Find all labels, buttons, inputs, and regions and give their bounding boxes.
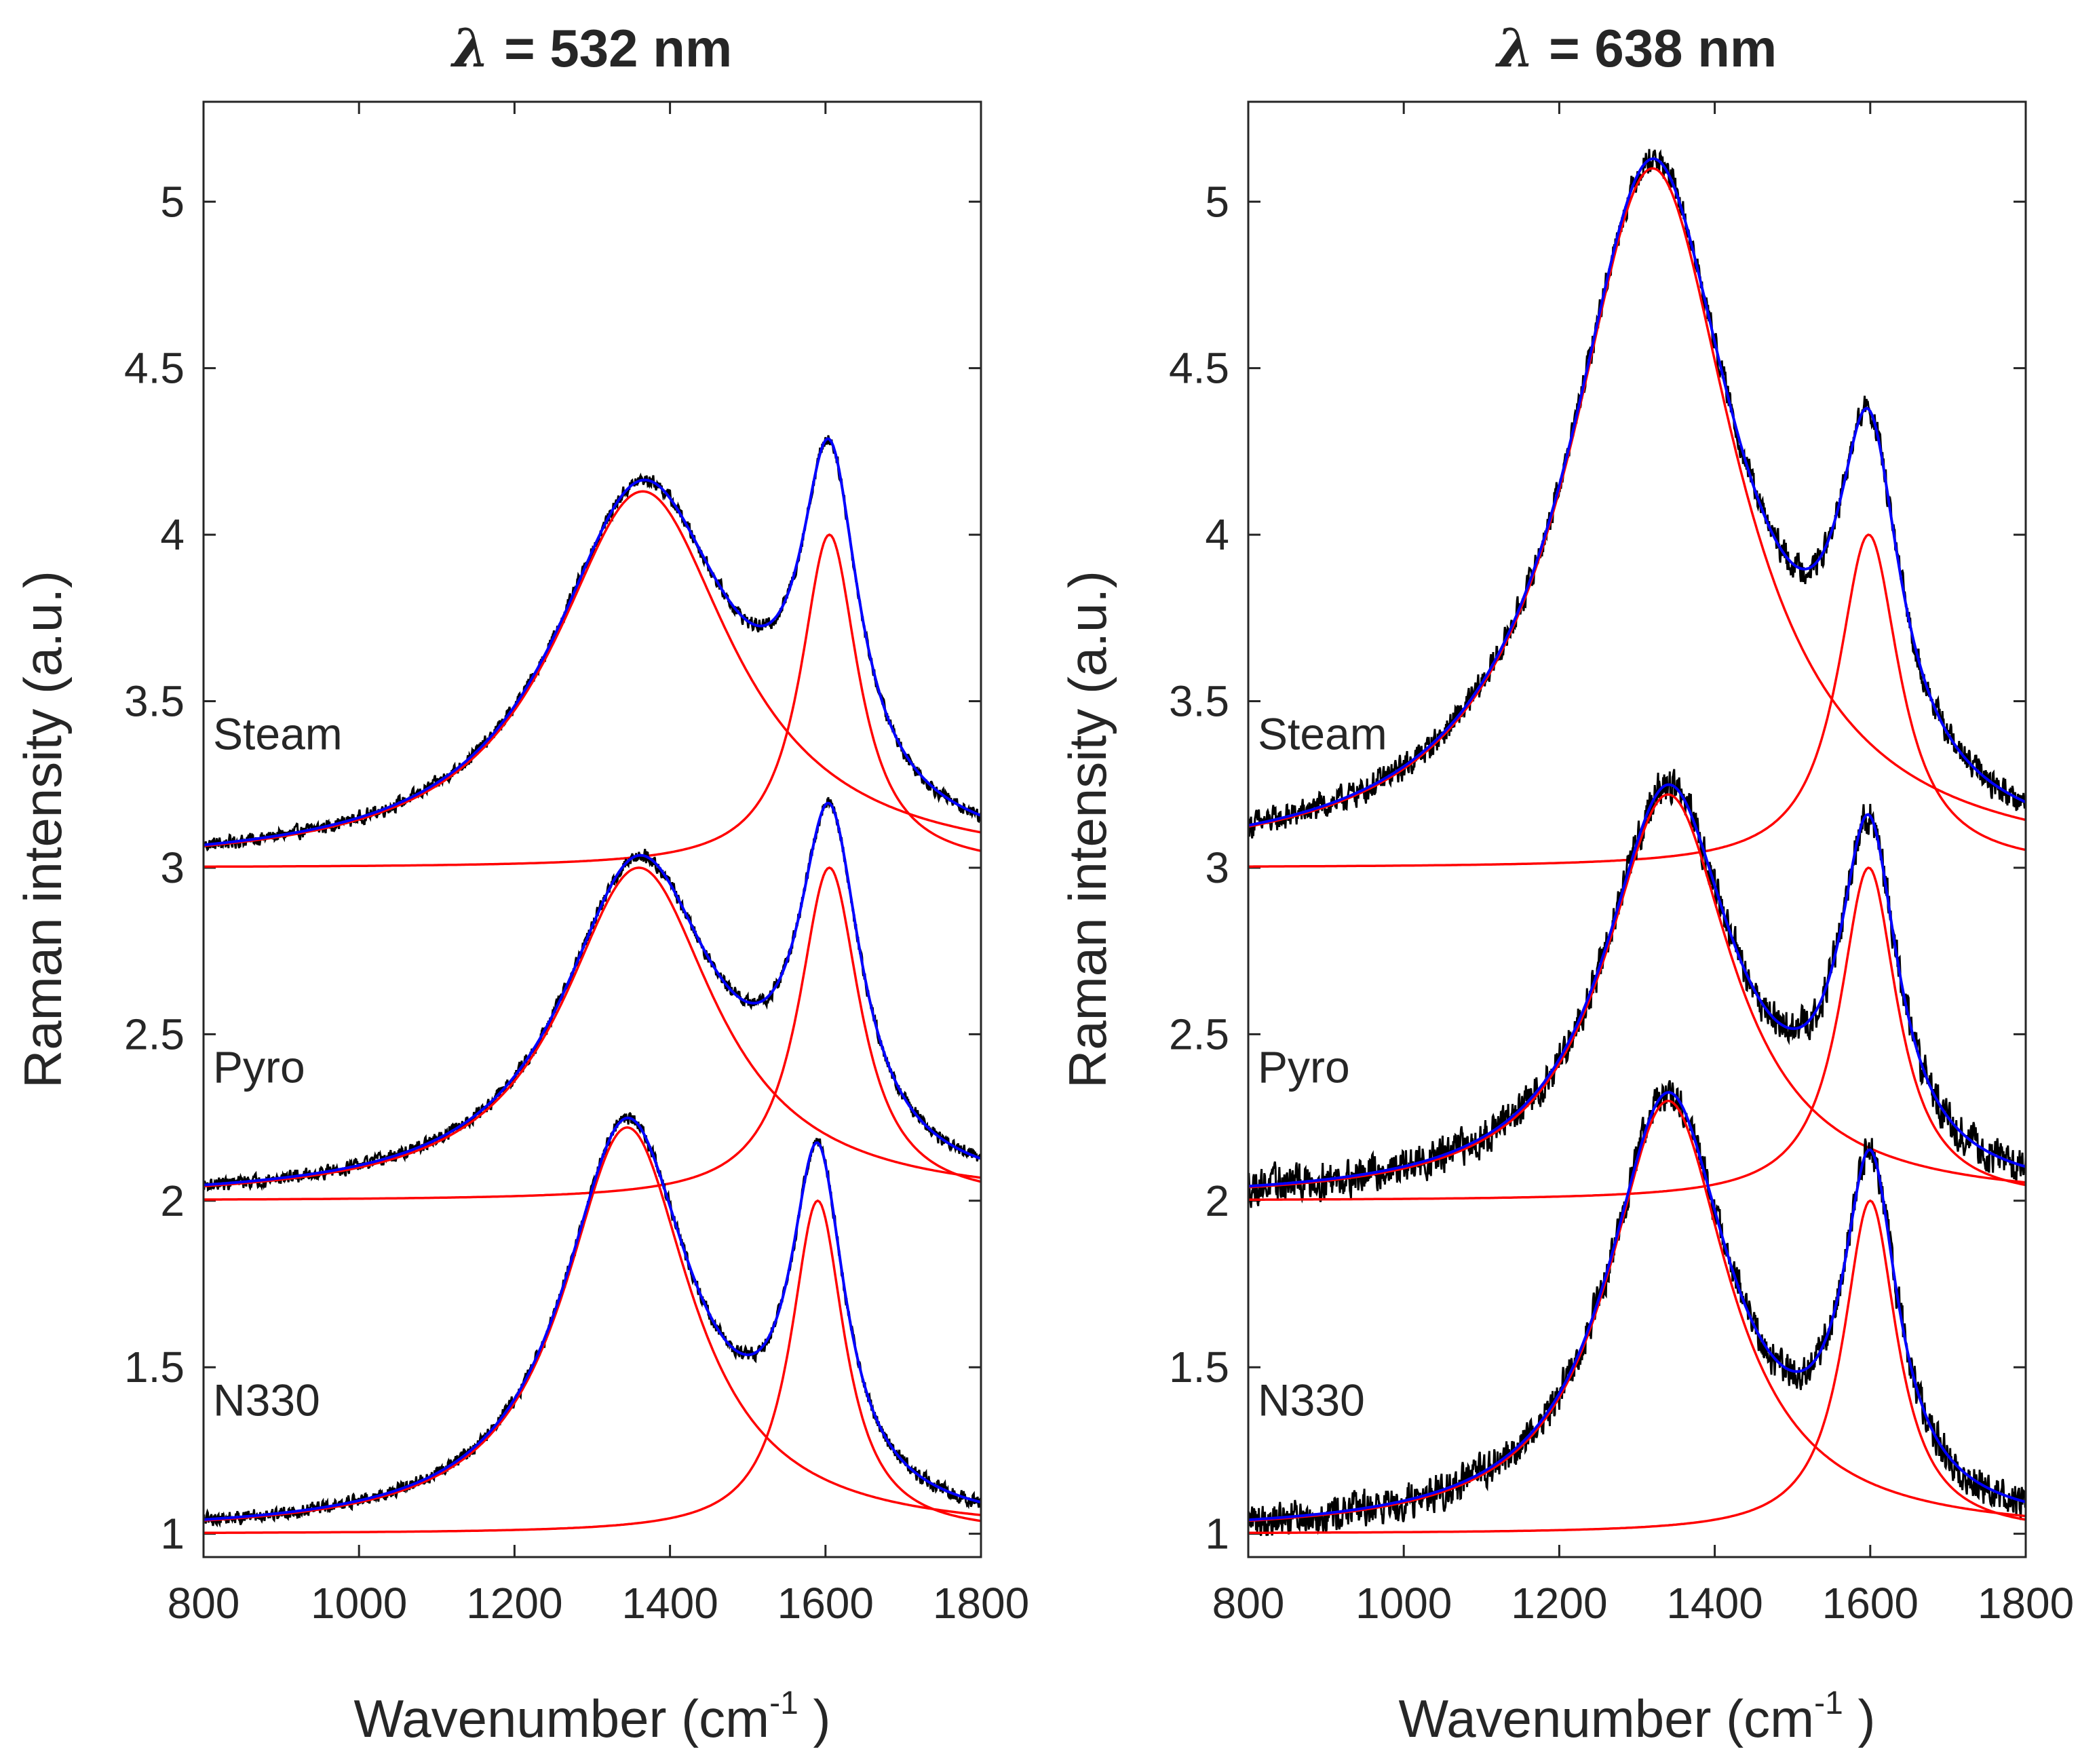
- series-n330-total-fit: [1248, 1091, 2026, 1522]
- series-label-n330: N330: [213, 1375, 320, 1425]
- y-axis-label: Raman intensity (a.u.): [13, 571, 73, 1088]
- axes-box: [202, 100, 982, 1558]
- series-pyro-D-band-fit: [1248, 793, 2026, 1189]
- series-pyro-total-fit: [204, 801, 981, 1187]
- series-steam-D-band-fit: [1248, 167, 2026, 828]
- x-tick-label: 1400: [1666, 1579, 1763, 1628]
- series-pyro-G-band-fit: [1248, 866, 2026, 1201]
- series-pyro-total-fit: [1248, 783, 2026, 1188]
- y-tick-label: 4: [160, 510, 185, 559]
- y-tick-label: 5: [160, 177, 185, 226]
- x-tick-label: 1000: [311, 1579, 407, 1628]
- y-tick-label: 3.5: [1169, 677, 1229, 726]
- y-tick-label: 1: [1205, 1510, 1229, 1558]
- series-pyro-D-band-fit: [204, 866, 981, 1187]
- y-tick-label: 1: [160, 1510, 185, 1558]
- series-label-steam: Steam: [1258, 709, 1387, 759]
- series-n330-total-fit: [204, 1116, 981, 1521]
- y-tick-label: 2.5: [124, 1010, 185, 1058]
- x-tick-label: 1800: [1978, 1579, 2074, 1628]
- series-label-steam: Steam: [213, 709, 343, 759]
- x-tick-label: 1600: [777, 1579, 874, 1628]
- title-wavelength: = 532 nm: [490, 18, 733, 78]
- series-steam-total-fit: [204, 437, 981, 847]
- chart-title: λ = 638 nm: [1495, 18, 1777, 79]
- y-tick-label: 2: [160, 1176, 185, 1225]
- chart-panel-532nm: λ = 532 nm Raman intensity (a.u.) Wavenumb…: [13, 18, 1029, 1748]
- x-axis-label-end: ): [1843, 1689, 1876, 1748]
- series-label-pyro: Pyro: [1258, 1041, 1350, 1092]
- x-tick-label: 1200: [1511, 1579, 1607, 1628]
- x-axis-label: Wavenumber (cm-1 ): [354, 1685, 831, 1748]
- y-tick-label: 5: [1205, 177, 1229, 226]
- series-n330-G-band-fit: [1248, 1199, 2026, 1535]
- y-tick-label: 3.5: [124, 677, 185, 726]
- x-tick-label: 800: [168, 1579, 240, 1628]
- title-lambda-symbol: λ: [450, 18, 490, 79]
- title-wavelength: = 638 nm: [1535, 18, 1777, 78]
- y-tick-label: 2.5: [1169, 1010, 1229, 1058]
- series-n330-raw-spectrum: [1248, 1080, 2026, 1537]
- series-steam-D-band-fit: [204, 490, 981, 847]
- y-tick-label: 1.5: [124, 1343, 185, 1392]
- x-axis-label-superscript: -1: [769, 1685, 798, 1721]
- chart-panel-638nm: λ = 638 nm Raman intensity (a.u.) Wavenumb…: [1058, 18, 2074, 1748]
- y-tick-label: 3: [1205, 843, 1229, 892]
- x-tick-label: 1000: [1355, 1579, 1452, 1628]
- curves: [1248, 149, 2026, 1537]
- chart-title: λ = 532 nm: [450, 18, 732, 79]
- y-tick-label: 4: [1205, 510, 1229, 559]
- axes-box: [1247, 100, 2027, 1558]
- x-tick-label: 800: [1212, 1579, 1285, 1628]
- x-tick-label: 1600: [1822, 1579, 1919, 1628]
- series-n330-G-band-fit: [204, 1199, 981, 1535]
- y-tick-label: 4.5: [124, 344, 185, 393]
- x-axis-label-superscript: -1: [1814, 1685, 1843, 1721]
- series-steam-G-band-fit: [204, 533, 981, 868]
- series-n330-D-band-fit: [204, 1126, 981, 1522]
- y-axis-label: Raman intensity (a.u.): [1058, 571, 1117, 1088]
- x-axis-label-main: Wavenumber (cm: [354, 1689, 770, 1748]
- series-steam-total-fit: [1248, 157, 2026, 827]
- series-label-pyro: Pyro: [213, 1041, 305, 1092]
- x-axis-label: Wavenumber (cm-1 ): [1399, 1685, 1876, 1748]
- x-axis-label-main: Wavenumber (cm: [1399, 1689, 1815, 1748]
- y-tick-label: 2: [1205, 1176, 1229, 1225]
- y-tick-label: 1.5: [1169, 1343, 1229, 1392]
- x-tick-label: 1200: [466, 1579, 562, 1628]
- curves: [204, 435, 981, 1535]
- series-n330-D-band-fit: [1248, 1099, 2026, 1522]
- y-tick-label: 4.5: [1169, 344, 1229, 393]
- x-axis-label-end: ): [798, 1689, 831, 1748]
- series-label-n330: N330: [1258, 1375, 1365, 1425]
- title-lambda-symbol: λ: [1495, 18, 1535, 79]
- x-tick-label: 1400: [621, 1579, 718, 1628]
- y-tick-label: 3: [160, 843, 185, 892]
- x-tick-label: 1800: [933, 1579, 1029, 1628]
